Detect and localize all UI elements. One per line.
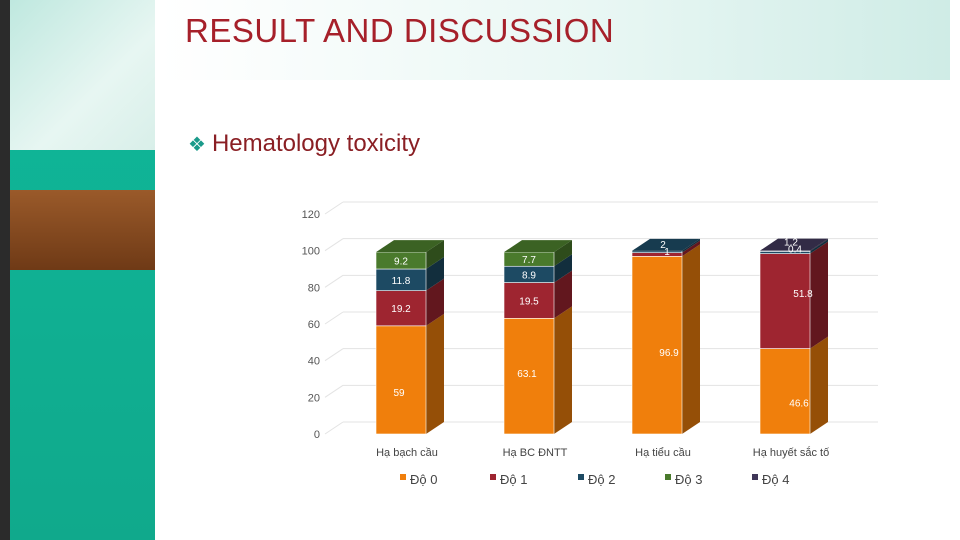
bar-segment — [503, 282, 555, 319]
legend-label: Độ 0 — [410, 472, 437, 487]
bar-segment-side — [682, 244, 700, 434]
bar-segment-side — [426, 313, 444, 434]
category-label: Hạ BC ĐNTT — [503, 447, 568, 459]
y-tick-label: 60 — [308, 319, 320, 331]
data-label: 19.5 — [519, 296, 539, 307]
data-label: 2 — [660, 240, 666, 251]
bar-segment-side — [682, 238, 700, 253]
subtitle-text: Hematology toxicity — [211, 130, 421, 157]
legend-label: Độ 1 — [500, 472, 527, 487]
y-tick-label: 20 — [308, 392, 320, 404]
bar-segment — [375, 290, 427, 327]
gridline-depth — [324, 421, 344, 435]
gridline-depth — [324, 238, 344, 252]
data-label: 11.8 — [392, 276, 411, 287]
legend-swatch — [578, 474, 584, 480]
legend-label: Độ 2 — [588, 472, 615, 487]
bar-segment-side — [554, 254, 572, 283]
bar-segment — [759, 348, 811, 435]
data-label: 1.2 — [784, 238, 798, 249]
diamond-bullet-icon: ❖ — [188, 134, 206, 156]
data-label: 8.9 — [522, 270, 536, 281]
data-label: 51.8 — [793, 289, 813, 300]
legend-label: Độ 3 — [675, 472, 702, 487]
legend-label: Độ 4 — [762, 472, 789, 487]
data-label: 9.2 — [394, 257, 408, 268]
bar-segment — [631, 256, 683, 435]
bar-segment — [631, 252, 683, 257]
bar-top — [376, 240, 444, 253]
gridline-depth — [324, 201, 344, 215]
bar-segment-side — [810, 238, 828, 252]
left-dark-strip — [0, 0, 10, 540]
bar-segment-side — [810, 239, 828, 254]
data-label: 0.4 — [788, 245, 802, 256]
bar-segment-side — [810, 336, 828, 434]
data-label: 63.1 — [517, 369, 537, 380]
panel-highlight — [10, 0, 155, 150]
bar-top — [632, 238, 700, 251]
bar-segment — [759, 253, 811, 349]
gridline-depth — [324, 311, 344, 325]
decorative-book-panel — [10, 0, 155, 540]
y-tick-label: 80 — [308, 282, 320, 294]
legend-swatch — [665, 474, 671, 480]
slide-subtitle: ❖ Hematology toxicity — [188, 130, 420, 158]
bar-segment-side — [426, 278, 444, 326]
y-tick-label: 0 — [314, 429, 320, 441]
y-tick-label: 40 — [308, 356, 320, 368]
y-tick-label: 100 — [302, 246, 320, 258]
y-tick-label: 120 — [302, 209, 320, 221]
legend-swatch — [400, 474, 406, 480]
wood-table-image — [10, 190, 155, 270]
bar-top — [504, 240, 572, 253]
bar-segment-side — [554, 240, 572, 267]
legend-swatch — [752, 474, 758, 480]
data-label: 7.7 — [522, 255, 536, 266]
data-label: 96.9 — [659, 348, 679, 359]
bar-segment-side — [426, 257, 444, 291]
category-label: Hạ tiểu cầu — [635, 447, 691, 459]
bar-segment — [375, 325, 427, 435]
data-label: 46.6 — [789, 398, 809, 409]
data-label: 19.2 — [391, 304, 411, 315]
bar-segment — [503, 318, 555, 435]
data-label: 59 — [393, 388, 405, 399]
category-label: Hạ bạch cầu — [376, 447, 438, 459]
gridline-depth — [324, 384, 344, 398]
title-band — [160, 0, 950, 80]
legend-swatch — [490, 474, 496, 480]
data-label: 1 — [664, 247, 670, 258]
bar-segment — [759, 250, 811, 252]
gridline-depth — [324, 274, 344, 288]
gridline-depth — [324, 348, 344, 362]
category-label: Hạ huyết sắc tố — [753, 446, 829, 459]
slide-title: RESULT AND DISCUSSION — [185, 12, 615, 49]
bar-segment — [759, 251, 811, 254]
bar-segment-side — [682, 240, 700, 257]
bar-segment — [631, 250, 683, 253]
bar-segment-side — [554, 270, 572, 319]
bar-segment-side — [810, 241, 828, 349]
bar-segment-side — [554, 306, 572, 434]
bar-top — [760, 238, 828, 251]
bar-segment-side — [426, 240, 444, 269]
